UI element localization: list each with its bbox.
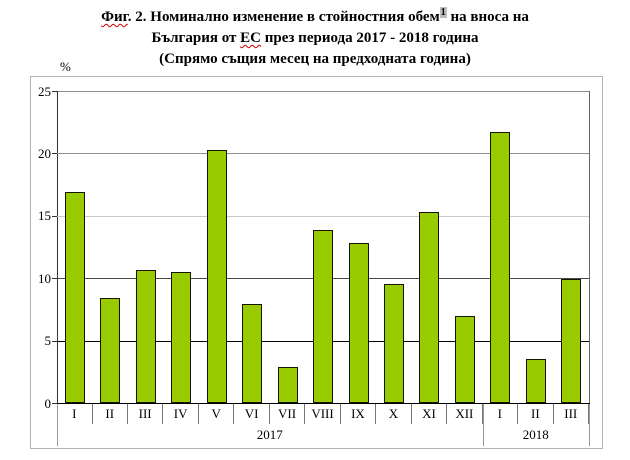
x-axis-group-2017: 2017 bbox=[256, 427, 283, 442]
bar-2017-XII bbox=[454, 315, 475, 403]
x-axis-label-3: III bbox=[128, 404, 164, 424]
x-axis-label-4: IV bbox=[163, 404, 199, 424]
x-axis-line bbox=[57, 403, 590, 404]
bar-2017-IX bbox=[348, 243, 369, 403]
x-axis-label-13: I bbox=[483, 404, 519, 424]
x-axis-label-5: V bbox=[199, 404, 235, 424]
bar-2017-I bbox=[64, 192, 85, 403]
y-axis-tick-15 bbox=[52, 215, 57, 217]
y-axis-label-20: 20 bbox=[38, 145, 51, 161]
y-axis-tick-20 bbox=[52, 153, 57, 155]
title-line-1-text: . 2. Номинално изменение в стойностния о… bbox=[127, 9, 440, 25]
bar-2017-II bbox=[100, 298, 121, 403]
y-axis-tick-5 bbox=[52, 340, 57, 342]
bar-2017-X bbox=[383, 284, 404, 403]
x-axis-label-15: III bbox=[554, 404, 589, 424]
x-axis-label-10: X bbox=[376, 404, 412, 424]
x-axis-group-separator bbox=[589, 404, 590, 446]
bar-2017-XI bbox=[419, 212, 440, 403]
x-axis-label-9: IX bbox=[341, 404, 377, 424]
y-axis-label-5: 5 bbox=[44, 333, 52, 349]
title-line-2-pre: България от bbox=[151, 30, 241, 46]
bar-2017-VIII bbox=[313, 229, 333, 403]
x-axis-label-1: I bbox=[57, 404, 93, 424]
title-line-1-tail: на вноса на bbox=[446, 9, 529, 25]
figure-title: Фиг. 2. Номинално изменение в стойностни… bbox=[0, 7, 630, 70]
y-axis-tick-10 bbox=[52, 278, 57, 280]
x-axis-group-2018: 2018 bbox=[522, 427, 549, 442]
title-line-2: България от ЕС през периода 2017 - 2018 … bbox=[0, 28, 630, 49]
title-line-1: Фиг. 2. Номинално изменение в стойностни… bbox=[0, 7, 630, 28]
y-axis-label-15: 15 bbox=[38, 208, 51, 224]
title-line-3: (Спрямо същия месец на предходната годин… bbox=[159, 51, 471, 67]
x-axis-label-8: VIII bbox=[305, 404, 341, 424]
bar-2017-IV bbox=[171, 272, 192, 403]
x-axis-label-6: VI bbox=[234, 404, 270, 424]
y-axis-line bbox=[57, 91, 58, 404]
bar-2017-VII bbox=[277, 366, 298, 403]
bar-2017-III bbox=[135, 269, 156, 403]
gridline-20 bbox=[57, 153, 589, 155]
title-line-2-tail: през периода 2017 - 2018 година bbox=[261, 30, 479, 46]
bar-chart: 0 5 10 15 20 25 I II III IV V VI VII VIII IX X XI XII I II I… bbox=[30, 76, 603, 449]
bar-2017-V bbox=[206, 149, 227, 403]
y-axis-tick-0 bbox=[52, 403, 57, 404]
title-word-ec: ЕС bbox=[240, 30, 261, 46]
y-axis-tick-25 bbox=[52, 91, 57, 92]
gridline-15 bbox=[57, 215, 589, 217]
bar-2018-II bbox=[525, 359, 546, 403]
y-axis-label-0: 0 bbox=[44, 395, 52, 411]
x-axis-label-12: XII bbox=[447, 404, 483, 424]
bar-2018-III bbox=[561, 279, 582, 403]
x-axis-label-11: XI bbox=[412, 404, 448, 424]
bar-2018-I bbox=[490, 132, 511, 403]
title-word-fig: Фиг bbox=[101, 9, 128, 25]
x-axis-label-7: VII bbox=[270, 404, 306, 424]
y-axis-label-10: 10 bbox=[38, 270, 51, 286]
plot-border-right bbox=[589, 91, 590, 403]
x-axis-group-separator bbox=[57, 404, 58, 446]
footnote-ref: 1 bbox=[439, 7, 447, 18]
x-axis-group-separator bbox=[482, 404, 484, 446]
x-axis-label-14: II bbox=[518, 404, 554, 424]
plot-border-top bbox=[57, 91, 589, 92]
x-axis-label-2: II bbox=[93, 404, 128, 424]
y-axis-unit-label: % bbox=[60, 59, 71, 74]
y-axis-label-25: 25 bbox=[38, 83, 51, 99]
bar-2017-VI bbox=[242, 304, 263, 403]
